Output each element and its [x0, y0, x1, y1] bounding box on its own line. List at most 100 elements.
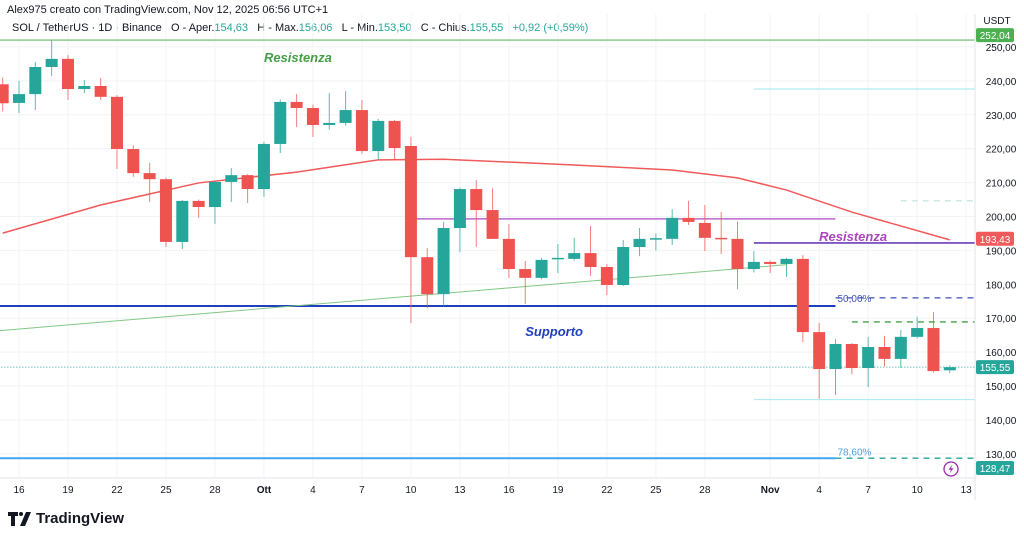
candle-body — [584, 253, 597, 268]
chart-annotation: Resistenza — [264, 50, 332, 65]
chart-annotation: 78,60% — [838, 447, 872, 458]
candle-body — [551, 257, 564, 260]
candle-body — [274, 101, 287, 144]
candle-body — [0, 84, 9, 104]
symbol-name[interactable]: SOL / TetherUS · 1D · Binance — [12, 22, 162, 34]
x-tick-label: Nov — [761, 485, 780, 496]
candle-body — [61, 58, 74, 90]
chart-annotation: Resistenza — [819, 229, 887, 244]
x-tick-label: 16 — [13, 485, 25, 496]
price-label-text: 155,55 — [980, 363, 1011, 374]
candle-body — [600, 267, 613, 285]
y-tick-label: 230,00 — [986, 111, 1017, 122]
moving-average-line — [2, 158, 951, 241]
price-label-text: 193,43 — [980, 235, 1011, 246]
x-tick-label: Ott — [257, 485, 272, 496]
candle-body — [110, 96, 123, 150]
price-label-tag — [976, 360, 1014, 375]
close-value: 155,55 — [469, 22, 504, 34]
tradingview-logo-icon — [8, 511, 31, 526]
candle-body — [453, 189, 466, 229]
x-tick-label: 25 — [650, 485, 662, 496]
candle-body — [176, 200, 189, 242]
x-tick-label: 22 — [601, 485, 613, 496]
close-label: C - Chius. — [420, 22, 470, 34]
lightning-icon[interactable] — [943, 461, 959, 477]
candle-body — [437, 228, 450, 295]
candle-body — [927, 328, 940, 372]
candle-body — [192, 200, 205, 208]
open-value: 154,63 — [214, 22, 249, 34]
y-tick-label: 170,00 — [986, 314, 1017, 325]
candle-body — [29, 67, 42, 95]
candle-body — [388, 120, 401, 149]
candle-body — [698, 222, 711, 238]
candle-body — [747, 261, 760, 270]
candle-body — [470, 189, 483, 211]
candle-body — [159, 179, 172, 242]
candle-body — [568, 253, 581, 259]
candle-body — [813, 332, 826, 370]
candle-body — [13, 94, 25, 103]
logo-text: TradingView — [36, 510, 125, 527]
price-label-tag — [976, 231, 1014, 246]
candle-body — [715, 237, 728, 240]
candle-body — [649, 238, 662, 240]
candle-body — [617, 247, 630, 285]
candle-body — [339, 110, 352, 123]
x-tick-label: 4 — [816, 485, 822, 496]
candle-body — [241, 175, 254, 190]
candle-body — [306, 108, 319, 125]
y-tick-label: 200,00 — [986, 213, 1017, 224]
candle-body — [404, 145, 417, 258]
chart-credit: Alex975 creato con TradingView.com, Nov … — [7, 4, 329, 16]
candle-body — [829, 343, 842, 370]
candle-body — [355, 110, 368, 152]
x-tick-label: 28 — [209, 485, 221, 496]
tradingview-logo[interactable]: TradingView — [8, 510, 124, 527]
price-label-text: 128,47 — [980, 464, 1011, 475]
x-tick-label: 10 — [405, 485, 417, 496]
symbol-legend: SOL / TetherUS · 1D · Binance O - Aper.1… — [12, 22, 588, 34]
chart-annotation: 50,00% — [838, 294, 872, 305]
candle-body — [257, 143, 270, 190]
candle-body — [502, 238, 515, 270]
x-tick-label: 19 — [62, 485, 74, 496]
high-value: 156,06 — [298, 22, 333, 34]
candle-body — [208, 181, 221, 208]
y-tick-label: 150,00 — [986, 382, 1017, 393]
x-tick-label: 25 — [160, 485, 172, 496]
candle-body — [943, 367, 956, 371]
x-tick-label: 28 — [699, 485, 711, 496]
candle-body — [290, 101, 303, 109]
x-tick-label: 7 — [865, 485, 871, 496]
x-tick-label: 13 — [454, 485, 466, 496]
candlestick-chart[interactable]: Resistenza Resistenza Supporto 50,00% 78,60%… — [0, 0, 1024, 505]
candle-body — [127, 149, 140, 174]
candle-body — [323, 122, 336, 125]
x-tick-label: 16 — [503, 485, 515, 496]
candle-body — [845, 343, 858, 369]
y-tick-label: 180,00 — [986, 280, 1017, 291]
candle-body — [731, 238, 744, 270]
candle-body — [911, 328, 924, 337]
candle-body — [225, 175, 238, 182]
y-tick-label: 130,00 — [986, 450, 1017, 461]
high-label: H - Max. — [257, 22, 299, 34]
low-value: 153,50 — [377, 22, 412, 34]
candle-body — [372, 120, 385, 152]
candle-body — [535, 259, 548, 278]
candle-body — [94, 85, 107, 97]
candle-body — [486, 210, 499, 239]
low-label: L - Min. — [341, 22, 378, 34]
price-label-tag — [976, 460, 1014, 475]
candle-body — [878, 347, 891, 359]
trend-line — [0, 264, 787, 332]
y-tick-label: 240,00 — [986, 77, 1017, 88]
open-label: O - Aper. — [170, 22, 215, 34]
candle-body — [519, 269, 532, 278]
candle-body — [421, 257, 434, 295]
candle-body — [143, 173, 156, 180]
y-tick-label: 140,00 — [986, 416, 1017, 427]
y-tick-label: 220,00 — [986, 145, 1017, 156]
